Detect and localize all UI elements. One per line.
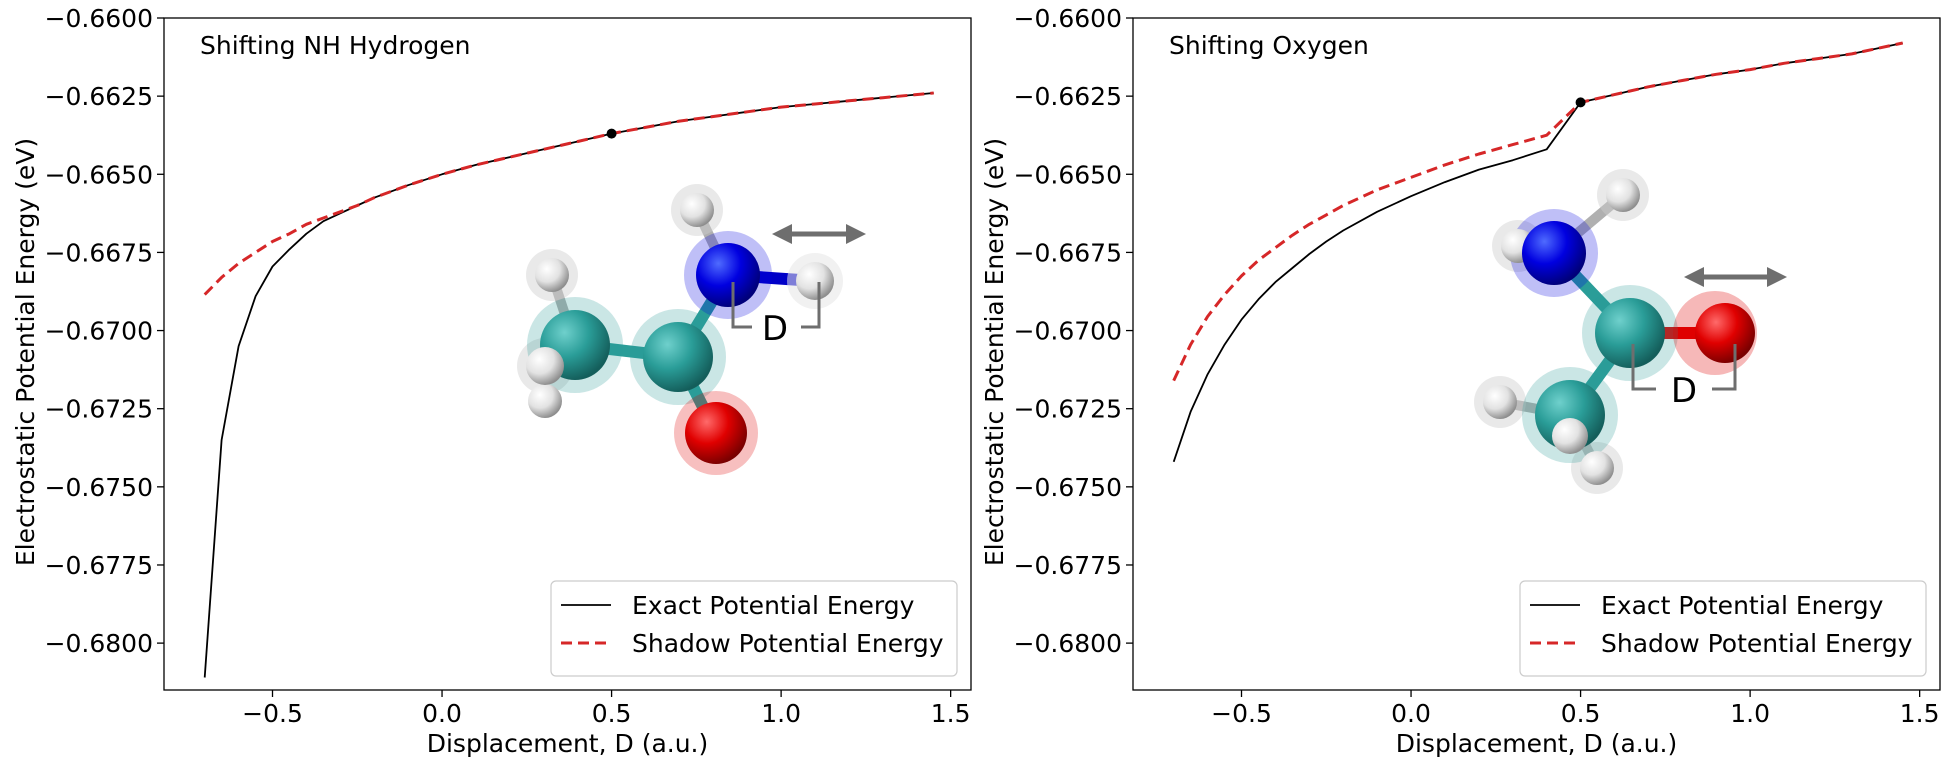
panel-title: Shifting Oxygen — [1169, 31, 1369, 60]
carbon-atom — [643, 322, 713, 392]
y-axis-label: Electrostatic Potential Energy (eV) — [11, 138, 40, 566]
series-group — [203, 91, 934, 678]
legend: Exact Potential Energy Shadow Potential E… — [550, 580, 958, 677]
hydrogen-atom — [1606, 178, 1640, 212]
hydrogen-atom — [526, 347, 564, 385]
shifting-hydrogen-atom — [796, 262, 834, 300]
y-tick-label: −0.6650 — [1014, 160, 1122, 189]
panel-oxygen: Shifting Oxygen −0.5 0.0 0.5 1.0 1.5−0.6600−… — [980, 4, 1941, 758]
series-line-shadow — [203, 91, 934, 296]
carbon-atom — [1595, 298, 1665, 368]
y-tick-label: −0.6725 — [1014, 395, 1122, 424]
hydrogen-atom — [528, 384, 562, 418]
distance-label: D — [762, 309, 788, 349]
legend-box — [550, 580, 958, 677]
series-line-shadow — [1172, 41, 1904, 382]
reference-point-marker — [1575, 97, 1586, 108]
y-axis-label: Electrostatic Potential Energy (eV) — [980, 138, 1009, 566]
x-tick-label: 1.0 — [1730, 699, 1770, 728]
y-tick-label: −0.6625 — [45, 82, 153, 111]
plot-frame — [1132, 17, 1941, 691]
panel-title: Shifting NH Hydrogen — [200, 31, 470, 60]
y-tick-label: −0.6700 — [45, 317, 153, 346]
y-tick-label: −0.6750 — [1014, 473, 1122, 502]
y-tick-label: −0.6775 — [1014, 551, 1122, 580]
y-tick-label: −0.6700 — [1014, 317, 1122, 346]
x-tick-label: 0.5 — [1561, 699, 1601, 728]
hydrogen-atom — [535, 258, 569, 292]
nitrogen-atom — [696, 243, 760, 307]
y-tick-label: −0.6800 — [45, 629, 153, 658]
hydrogen-atom — [680, 193, 714, 227]
oxygen-atom — [685, 402, 747, 464]
molecule-illustration: D — [517, 184, 866, 475]
x-tick-label: 1.5 — [1900, 699, 1940, 728]
distance-bracket — [1631, 344, 1737, 391]
x-axis-label: Displacement, D (a.u.) — [1396, 729, 1678, 758]
y-tick-label: −0.6600 — [1014, 4, 1122, 33]
legend-box — [1519, 580, 1927, 677]
legend: Exact Potential Energy Shadow Potential E… — [1519, 580, 1927, 677]
tick-group: −0.5 0.0 0.5 1.0 1.5 −0.6600 −0.6625 −0.6650 −0.… — [11, 4, 972, 758]
shifting-oxygen-atom — [1695, 303, 1755, 363]
y-tick-label: −0.6775 — [45, 551, 153, 580]
y-tick-label: −0.6675 — [1014, 238, 1122, 267]
hydrogen-atom — [1552, 418, 1588, 454]
x-tick-label: 0.5 — [592, 699, 632, 728]
y-tick-label: −0.6800 — [1014, 629, 1122, 658]
x-tick-label: 0.0 — [422, 699, 462, 728]
x-tick-label: 0.0 — [1391, 699, 1431, 728]
reference-point-marker — [606, 128, 617, 139]
tick-group: −0.5 0.0 0.5 1.0 1.5 −0.6600 −0.6625 −0.6650 −0.… — [980, 4, 1941, 758]
hydrogen-atom — [1483, 385, 1517, 419]
x-tick-label: −0.5 — [242, 699, 303, 728]
legend-label: Exact Potential Energy — [632, 591, 915, 620]
nitrogen-atom — [1522, 221, 1586, 285]
plot-frame — [163, 17, 972, 691]
x-tick-label: 1.5 — [931, 699, 971, 728]
y-tick-label: −0.6675 — [45, 238, 153, 267]
y-tick-label: −0.6725 — [45, 395, 153, 424]
x-axis-label: Displacement, D (a.u.) — [427, 729, 709, 758]
hydrogen-atom — [1580, 451, 1614, 485]
molecule-illustration: D — [1474, 169, 1787, 494]
series-group — [1172, 41, 1904, 463]
panel-nh-hydrogen: Shifting NH Hydrogen −0.5 0.0 0.5 1.0 1.5−0.… — [11, 4, 972, 758]
legend-label: Exact Potential Energy — [1601, 591, 1884, 620]
x-tick-label: 1.0 — [761, 699, 801, 728]
legend-label: Shadow Potential Energy — [1601, 629, 1913, 658]
y-tick-label: −0.6650 — [45, 160, 153, 189]
distance-label: D — [1671, 371, 1697, 411]
y-tick-label: −0.6600 — [45, 4, 153, 33]
x-tick-label: −0.5 — [1211, 699, 1272, 728]
y-tick-label: −0.6625 — [1014, 82, 1122, 111]
y-tick-label: −0.6750 — [45, 473, 153, 502]
distance-bracket — [731, 282, 821, 329]
legend-label: Shadow Potential Energy — [632, 629, 944, 658]
